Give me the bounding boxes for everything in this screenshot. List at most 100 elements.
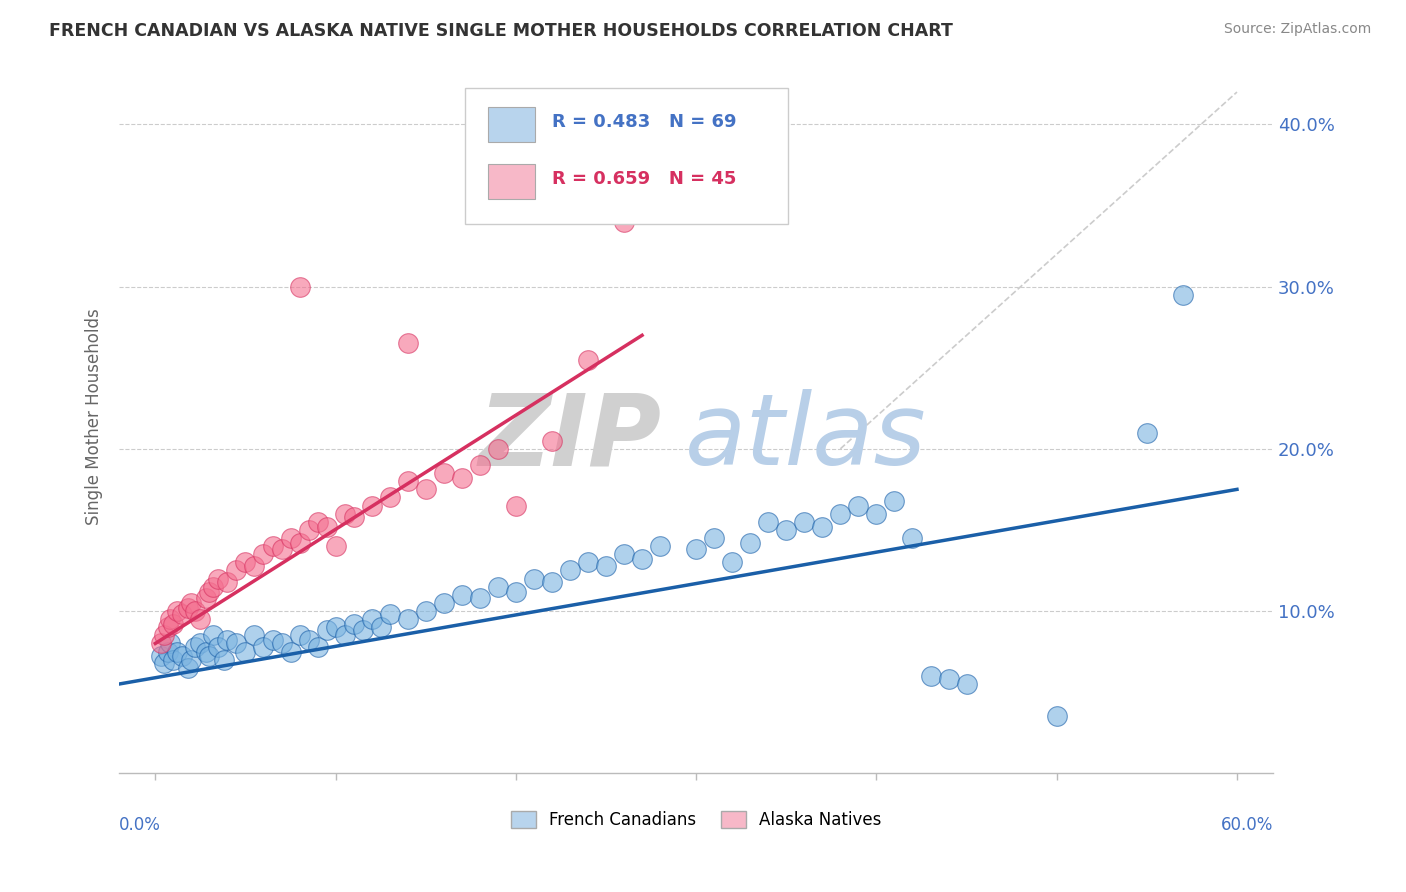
Point bbox=[613, 547, 636, 561]
Point bbox=[307, 515, 329, 529]
Point bbox=[685, 542, 707, 557]
Point bbox=[920, 669, 942, 683]
FancyBboxPatch shape bbox=[488, 164, 534, 199]
Point bbox=[648, 539, 671, 553]
Point bbox=[631, 552, 654, 566]
Y-axis label: Single Mother Households: Single Mother Households bbox=[86, 308, 103, 524]
Point bbox=[1046, 709, 1069, 723]
Point bbox=[938, 672, 960, 686]
Point bbox=[177, 600, 200, 615]
Point bbox=[468, 458, 491, 472]
Point bbox=[396, 336, 419, 351]
Text: 60.0%: 60.0% bbox=[1220, 816, 1272, 834]
Point bbox=[433, 596, 456, 610]
Point bbox=[505, 584, 527, 599]
Point bbox=[486, 442, 509, 456]
Point bbox=[235, 644, 257, 658]
Point bbox=[184, 640, 207, 654]
Point bbox=[180, 596, 202, 610]
Point bbox=[207, 640, 229, 654]
Point bbox=[740, 536, 762, 550]
Point bbox=[262, 539, 284, 553]
Point bbox=[162, 653, 184, 667]
Point bbox=[378, 607, 401, 622]
Point bbox=[523, 572, 546, 586]
Text: R = 0.483   N = 69: R = 0.483 N = 69 bbox=[553, 113, 737, 131]
Point bbox=[468, 591, 491, 605]
Point bbox=[343, 510, 366, 524]
Point bbox=[288, 536, 311, 550]
Point bbox=[315, 624, 337, 638]
Point bbox=[184, 604, 207, 618]
Point bbox=[352, 624, 374, 638]
Point bbox=[280, 644, 302, 658]
Point bbox=[541, 574, 564, 589]
Point bbox=[156, 644, 179, 658]
Point bbox=[721, 555, 744, 569]
Point bbox=[1136, 425, 1159, 440]
Point bbox=[415, 483, 437, 497]
Point bbox=[955, 677, 977, 691]
Point bbox=[217, 574, 239, 589]
Point bbox=[217, 633, 239, 648]
Point bbox=[288, 279, 311, 293]
Point bbox=[243, 628, 266, 642]
Point bbox=[180, 653, 202, 667]
Text: 0.0%: 0.0% bbox=[120, 816, 162, 834]
Point bbox=[159, 636, 181, 650]
Point bbox=[1171, 287, 1194, 301]
Point bbox=[830, 507, 852, 521]
Point bbox=[288, 628, 311, 642]
Point bbox=[172, 607, 194, 622]
Point bbox=[172, 649, 194, 664]
Text: Source: ZipAtlas.com: Source: ZipAtlas.com bbox=[1223, 22, 1371, 37]
Text: atlas: atlas bbox=[685, 389, 927, 486]
Point bbox=[194, 591, 217, 605]
Point bbox=[558, 564, 581, 578]
Point bbox=[225, 564, 247, 578]
Point bbox=[252, 640, 274, 654]
Point bbox=[450, 588, 472, 602]
Point bbox=[360, 499, 382, 513]
Point bbox=[865, 507, 887, 521]
Point bbox=[156, 620, 179, 634]
Point bbox=[396, 612, 419, 626]
Point bbox=[541, 434, 564, 448]
Point bbox=[486, 580, 509, 594]
Point bbox=[166, 644, 188, 658]
Point bbox=[166, 604, 188, 618]
Point bbox=[149, 649, 172, 664]
Point bbox=[190, 636, 212, 650]
Point bbox=[576, 555, 599, 569]
Point bbox=[396, 475, 419, 489]
Point bbox=[270, 542, 292, 557]
Point bbox=[631, 174, 654, 188]
Point bbox=[811, 519, 834, 533]
Point bbox=[325, 539, 347, 553]
Point bbox=[333, 507, 356, 521]
Legend: French Canadians, Alaska Natives: French Canadians, Alaska Natives bbox=[510, 811, 882, 829]
Point bbox=[883, 493, 905, 508]
Point bbox=[325, 620, 347, 634]
Point bbox=[270, 636, 292, 650]
Point bbox=[297, 523, 319, 537]
Point bbox=[159, 612, 181, 626]
Point bbox=[433, 466, 456, 480]
Text: FRENCH CANADIAN VS ALASKA NATIVE SINGLE MOTHER HOUSEHOLDS CORRELATION CHART: FRENCH CANADIAN VS ALASKA NATIVE SINGLE … bbox=[49, 22, 953, 40]
Point bbox=[613, 215, 636, 229]
Point bbox=[901, 531, 924, 545]
Point bbox=[198, 584, 221, 599]
Point bbox=[415, 604, 437, 618]
Point bbox=[343, 617, 366, 632]
Point bbox=[212, 653, 235, 667]
Point bbox=[202, 580, 225, 594]
Point bbox=[756, 515, 779, 529]
Point bbox=[333, 628, 356, 642]
Point bbox=[775, 523, 797, 537]
Point bbox=[450, 471, 472, 485]
Point bbox=[190, 612, 212, 626]
Point bbox=[848, 499, 870, 513]
Text: R = 0.659   N = 45: R = 0.659 N = 45 bbox=[553, 170, 737, 188]
Point bbox=[149, 636, 172, 650]
Point bbox=[207, 572, 229, 586]
